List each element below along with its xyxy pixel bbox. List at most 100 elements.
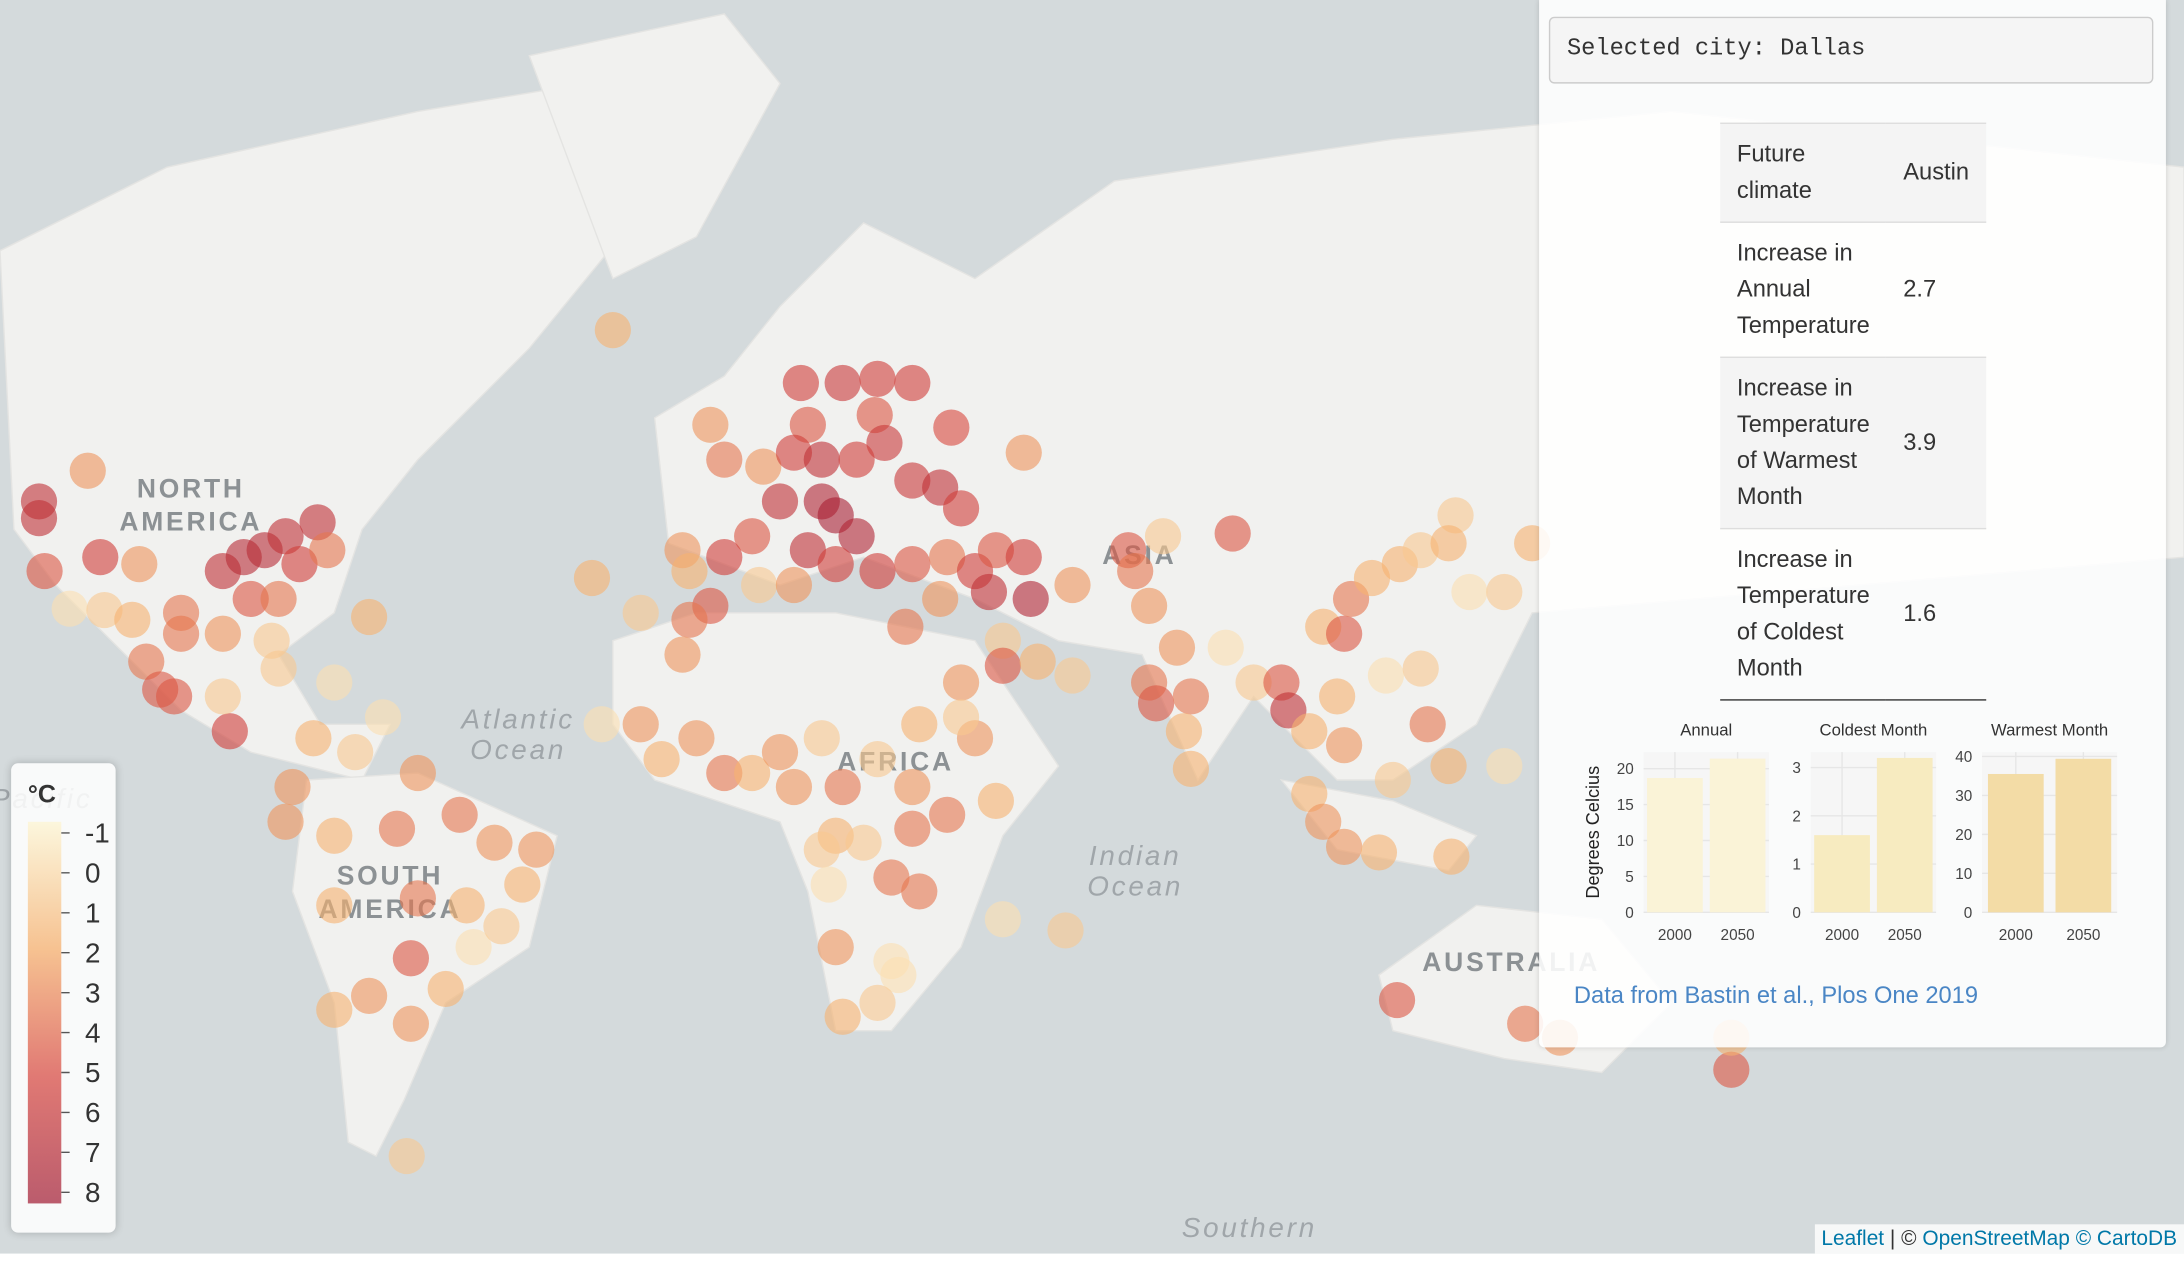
city-marker [1378,981,1416,1019]
city-marker [942,664,980,701]
city-marker [86,591,123,629]
legend-tick-label: 1 [85,898,101,929]
city-marker [1326,828,1363,865]
city-marker [211,713,248,750]
table-row: Future climate Austin [1720,122,1986,223]
city-marker [984,622,1021,659]
city-marker [942,490,980,527]
bar [1647,778,1703,913]
osm-link[interactable]: OpenStreetMap [1922,1227,2070,1251]
city-marker [1207,629,1244,666]
legend-scale: °C -1 0 1 2 3 4 5 6 7 8 [27,780,110,1208]
city-marker [782,364,820,402]
city-marker [745,448,782,485]
city-marker [845,824,882,861]
city-marker [114,601,151,638]
city-marker [929,796,966,833]
city-marker [933,409,970,446]
bar [2055,758,2112,913]
city-marker [664,636,701,673]
city-marker [922,580,959,618]
city-marker [984,901,1021,938]
city-marker [706,539,743,576]
city-marker [504,866,541,903]
x-tick-label: 2050 [1721,927,1755,944]
city-marker [51,590,88,627]
table-cell: 1.6 [1886,527,1986,701]
city-marker [775,566,813,604]
city-marker [1054,657,1091,694]
city-marker [775,768,813,806]
legend-title: °C [28,780,56,808]
city-marker [984,647,1021,684]
city-marker [1402,532,1439,569]
city-marker [1005,539,1042,576]
city-marker [734,518,771,555]
city-marker [1326,727,1363,764]
city-marker [441,796,478,833]
city-marker [901,706,938,743]
city-marker [761,483,799,520]
city-marker [824,768,861,806]
legend-bar [27,821,62,1204]
city-marker [803,831,840,868]
x-tick-label: 2000 [1999,927,2033,944]
city-marker [392,1005,430,1042]
city-marker [448,887,485,924]
y-tick-label: 0 [1792,905,1801,922]
carto-link[interactable]: © CartoDB [2075,1227,2178,1251]
city-marker [838,441,875,478]
city-marker [1451,573,1488,611]
city-marker [156,678,193,715]
city-marker [977,532,1015,569]
y-tick-label: 20 [1617,761,1634,778]
city-marker [622,706,659,743]
table-cell: Future climate [1720,122,1887,223]
map-label: AMERICA [119,507,262,537]
table-cell: 2.7 [1886,221,1986,358]
map-label: Ocean [470,734,566,765]
chart-title: Annual [1680,720,1732,739]
city-marker [859,984,896,1021]
x-tick-label: 2000 [1825,927,1859,944]
table-row: Increase in Annual Temperature 2.7 [1720,221,1986,358]
bar [1987,773,2044,913]
map-label: Indian [1089,840,1182,871]
attribution-sep: | © [1889,1227,1917,1251]
table-row: Increase in Temperature of Coldest Month… [1720,527,1986,701]
x-tick-label: 2050 [2066,927,2100,944]
city-marker [894,768,931,806]
city-marker [866,424,903,462]
city-marker [20,500,58,537]
table-cell: Increase in Temperature of Coldest Month [1720,527,1887,701]
city-marker [1433,838,1470,875]
map-label: Ocean [1087,871,1183,902]
legend-tick-label: 7 [85,1137,101,1168]
source-link[interactable]: Data from Bastin et al., Plos One 2019 [1573,981,1979,1009]
legend-tick-label: 8 [85,1177,101,1208]
city-marker [583,706,620,743]
city-marker [789,406,826,443]
city-marker [399,754,436,792]
city-marker [1486,573,1523,611]
city-marker [894,810,931,847]
city-marker [1713,1051,1750,1088]
city-marker [364,699,402,736]
city-marker [859,360,896,397]
city-marker [204,615,241,652]
y-tick-label: 40 [1955,749,1972,766]
bar [1814,835,1870,913]
city-marker [1326,615,1363,652]
city-marker [901,873,938,910]
city-marker [692,406,729,443]
city-marker [678,720,715,757]
x-tick-label: 2000 [1658,927,1692,944]
legend-tick-label: 5 [85,1057,101,1088]
city-marker [824,364,861,402]
city-marker [274,768,311,806]
city-marker [483,908,520,945]
table-cell: 3.9 [1886,356,1986,529]
leaflet-link[interactable]: Leaflet [1821,1227,1885,1251]
city-marker [1367,657,1405,694]
table-cell: Increase in Temperature of Warmest Month [1720,356,1887,529]
